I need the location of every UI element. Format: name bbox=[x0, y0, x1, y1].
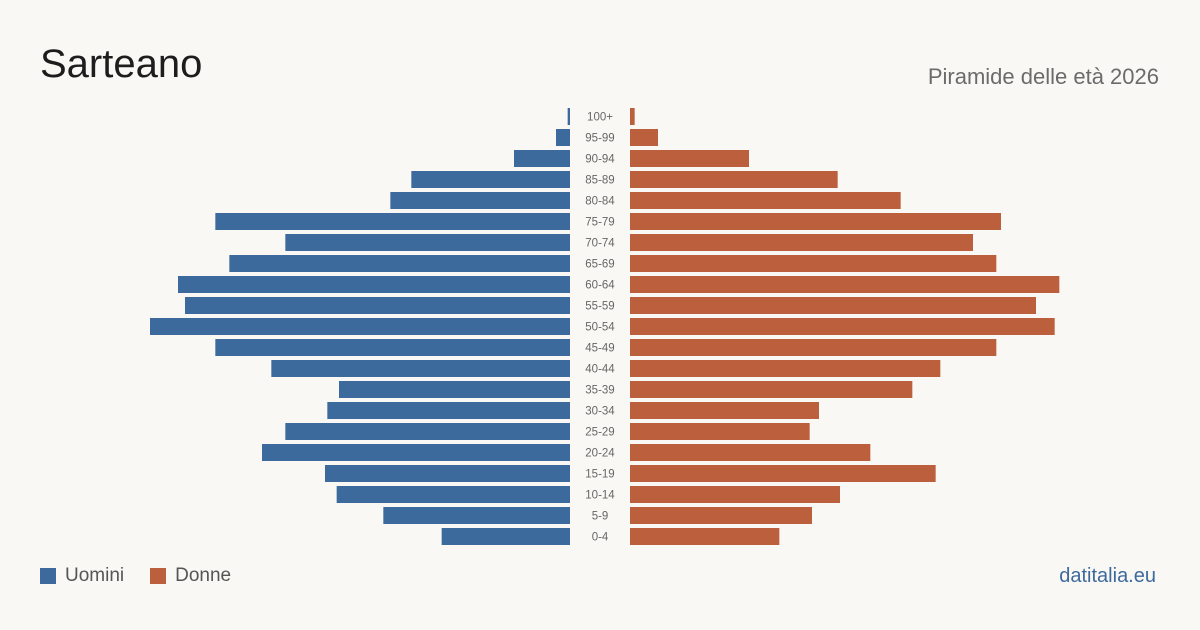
legend: Uomini Donne bbox=[40, 565, 257, 587]
age-labels: 100+ 95-99 90-94 85-89 80-84 75-79 70-74 65-69 6… bbox=[585, 112, 615, 544]
age-label-95-99: 95-99 bbox=[585, 133, 614, 145]
age-label-60-64: 60-64 bbox=[585, 280, 615, 292]
bar-women-60-64 bbox=[630, 276, 1060, 293]
legend-label-men: Uomini bbox=[65, 565, 125, 586]
bar-men-55-59 bbox=[185, 297, 570, 314]
legend-swatch-women bbox=[150, 568, 167, 584]
bar-women-100plus bbox=[630, 108, 635, 125]
bar-men-90-94 bbox=[514, 150, 570, 167]
bar-men-20-24 bbox=[262, 444, 570, 461]
age-label-90-94: 90-94 bbox=[585, 154, 615, 166]
bar-women-30-34 bbox=[630, 402, 819, 419]
bar-women-75-79 bbox=[630, 213, 1001, 230]
bar-men-40-44 bbox=[271, 360, 570, 377]
bar-women-90-94 bbox=[630, 150, 749, 167]
page-title: Sarteano bbox=[40, 42, 203, 86]
age-label-85-89: 85-89 bbox=[585, 175, 614, 187]
bar-women-50-54 bbox=[630, 318, 1055, 335]
bar-women-10-14 bbox=[630, 486, 840, 503]
age-label-50-54: 50-54 bbox=[585, 322, 615, 334]
bar-women-55-59 bbox=[630, 297, 1036, 314]
bar-men-25-29 bbox=[285, 423, 570, 440]
bar-men-85-89 bbox=[411, 171, 570, 188]
legend-item-men: Uomini bbox=[40, 565, 124, 587]
age-label-55-59: 55-59 bbox=[585, 301, 614, 313]
bar-men-0-4 bbox=[441, 528, 570, 545]
brand-link[interactable]: datitalia.eu bbox=[1059, 565, 1156, 587]
bar-women-20-24 bbox=[630, 444, 871, 461]
bar-women-35-39 bbox=[630, 381, 913, 398]
age-label-30-34: 30-34 bbox=[585, 406, 615, 418]
women-bars bbox=[630, 108, 1060, 545]
age-label-65-69: 65-69 bbox=[585, 259, 614, 271]
age-label-75-79: 75-79 bbox=[585, 217, 614, 229]
bar-women-40-44 bbox=[630, 360, 941, 377]
bar-women-5-9 bbox=[630, 507, 812, 524]
population-pyramid-chart: 100+ 95-99 90-94 85-89 80-84 75-79 70-74 65-69 6… bbox=[150, 108, 1060, 545]
bar-men-45-49 bbox=[215, 339, 571, 356]
legend-item-women: Donne bbox=[150, 565, 231, 587]
age-label-15-19: 15-19 bbox=[585, 469, 614, 481]
age-label-20-24: 20-24 bbox=[585, 448, 615, 460]
men-bars bbox=[150, 108, 571, 545]
bar-women-65-69 bbox=[630, 255, 997, 272]
age-label-5-9: 5-9 bbox=[592, 511, 609, 523]
age-label-35-39: 35-39 bbox=[585, 385, 614, 397]
bar-men-30-34 bbox=[327, 402, 570, 419]
bar-women-45-49 bbox=[630, 339, 997, 356]
bar-men-35-39 bbox=[339, 381, 570, 398]
bar-men-65-69 bbox=[229, 255, 571, 272]
age-label-45-49: 45-49 bbox=[585, 343, 614, 355]
bar-men-60-64 bbox=[178, 276, 570, 293]
bar-men-95-99 bbox=[556, 129, 570, 146]
bar-women-85-89 bbox=[630, 171, 838, 188]
chart-subtitle: Piramide delle età 2026 bbox=[927, 64, 1159, 89]
age-label-10-14: 10-14 bbox=[585, 490, 615, 502]
age-label-80-84: 80-84 bbox=[585, 196, 615, 208]
legend-label-women: Donne bbox=[175, 565, 232, 586]
age-label-100plus: 100+ bbox=[587, 112, 613, 124]
age-label-0-4: 0-4 bbox=[592, 532, 609, 544]
bar-men-75-79 bbox=[215, 213, 571, 230]
bar-women-80-84 bbox=[630, 192, 901, 209]
bar-men-5-9 bbox=[383, 507, 570, 524]
bar-men-70-74 bbox=[285, 234, 570, 251]
bar-men-80-84 bbox=[390, 192, 570, 209]
age-label-25-29: 25-29 bbox=[585, 427, 614, 439]
bar-men-10-14 bbox=[336, 486, 570, 503]
bar-women-15-19 bbox=[630, 465, 936, 482]
bar-women-25-29 bbox=[630, 423, 810, 440]
bar-men-15-19 bbox=[325, 465, 570, 482]
bar-men-100plus bbox=[567, 108, 570, 125]
age-label-70-74: 70-74 bbox=[585, 238, 615, 250]
bar-women-70-74 bbox=[630, 234, 973, 251]
age-label-40-44: 40-44 bbox=[585, 364, 615, 376]
bar-women-95-99 bbox=[630, 129, 658, 146]
bar-men-50-54 bbox=[150, 318, 570, 335]
legend-swatch-men bbox=[40, 568, 56, 584]
bar-women-0-4 bbox=[630, 528, 780, 545]
